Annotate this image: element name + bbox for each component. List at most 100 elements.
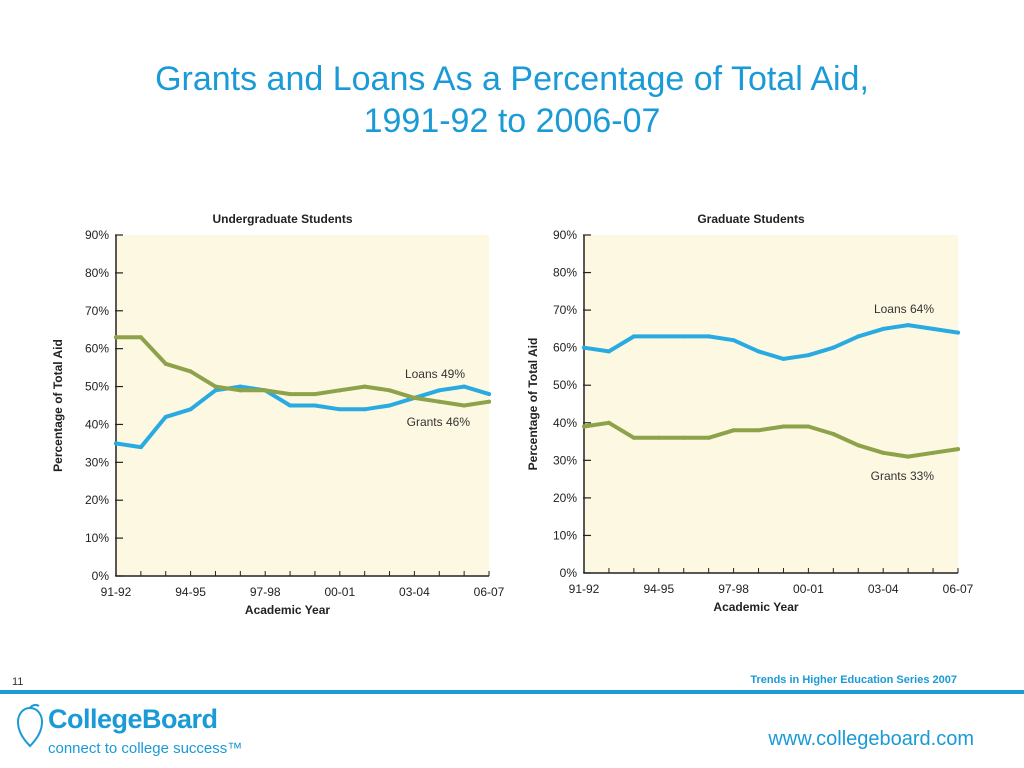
slide-title-line1: Grants and Loans As a Percentage of Tota… — [155, 60, 869, 98]
data-point-grants — [906, 454, 911, 459]
chart-graduate: Graduate Students 0% 10% 20% 30% 40% 50% 60% 70%… — [526, 212, 974, 614]
data-point-loans — [387, 403, 392, 408]
collegeboard-logo[interactable]: CollegeBoard connect to college success™ — [14, 700, 254, 764]
x-tick-label: 06-07 — [474, 585, 505, 599]
data-point-grants — [188, 369, 193, 374]
series-title: Trends in Higher Education Series 2007 — [750, 674, 957, 686]
data-point-grants — [387, 388, 392, 393]
data-point-loans — [238, 384, 243, 389]
series-label-grants: Grants 33% — [871, 469, 935, 483]
logo-name: CollegeBoard — [48, 704, 218, 734]
data-point-loans — [312, 403, 317, 408]
data-point-grants — [312, 392, 317, 397]
data-point-loans — [163, 414, 168, 419]
y-tick-label: 20% — [85, 493, 109, 507]
data-point-loans — [288, 403, 293, 408]
y-tick-label: 0% — [92, 569, 110, 583]
data-point-loans — [856, 334, 861, 339]
y-tick-label: 10% — [85, 531, 109, 545]
data-point-grants — [706, 435, 711, 440]
data-point-grants — [856, 443, 861, 448]
chart-title: Undergraduate Students — [212, 212, 352, 226]
data-point-loans — [631, 334, 636, 339]
data-point-grants — [831, 432, 836, 437]
y-tick-label: 40% — [553, 416, 577, 430]
series-label-grants: Grants 46% — [407, 415, 471, 429]
data-point-loans — [781, 356, 786, 361]
data-point-grants — [956, 447, 960, 452]
x-tick-label: 03-04 — [399, 585, 430, 599]
series-line-loans — [582, 323, 960, 361]
data-point-loans — [138, 445, 143, 450]
logo-tagline: connect to college success™ — [48, 740, 243, 757]
data-point-loans — [881, 326, 886, 331]
y-tick-label: 80% — [553, 266, 577, 280]
data-point-loans — [806, 353, 811, 358]
data-point-grants — [362, 384, 367, 389]
y-tick-label: 90% — [553, 228, 577, 242]
page-number: 11 — [12, 676, 24, 688]
series-line-grants — [114, 335, 491, 408]
data-point-grants — [163, 361, 168, 366]
series-label-loans: Loans 64% — [874, 302, 934, 316]
data-point-grants — [781, 424, 786, 429]
data-point-loans — [606, 349, 611, 354]
data-point-grants — [931, 450, 936, 455]
data-point-grants — [631, 435, 636, 440]
acorn-logo-icon — [16, 704, 44, 748]
y-tick-label: 60% — [553, 341, 577, 355]
data-point-grants — [412, 395, 417, 400]
data-point-loans — [462, 384, 467, 389]
data-point-grants — [681, 435, 686, 440]
data-point-grants — [806, 424, 811, 429]
x-tick-label: 91-92 — [101, 585, 132, 599]
data-point-loans — [213, 388, 218, 393]
x-tick-label: 94-95 — [175, 585, 206, 599]
y-tick-label: 20% — [553, 491, 577, 505]
x-tick-label: 97-98 — [250, 585, 281, 599]
y-tick-label: 10% — [553, 528, 577, 542]
data-point-grants — [138, 335, 143, 340]
x-tick-label: 00-01 — [793, 582, 824, 596]
charts-canvas: Undergraduate Students 0% 10% 20% 30% 40% 50% 6… — [51, 212, 974, 617]
x-tick-label: 00-01 — [324, 585, 355, 599]
data-point-grants — [731, 428, 736, 433]
footer-divider — [0, 690, 1024, 694]
series-line-loans — [114, 384, 491, 450]
x-tick-label: 03-04 — [868, 582, 899, 596]
data-point-grants — [238, 388, 243, 393]
data-point-grants — [881, 450, 886, 455]
data-point-loans — [906, 323, 911, 328]
data-point-loans — [656, 334, 661, 339]
data-point-loans — [188, 407, 193, 412]
y-tick-label: 60% — [85, 342, 109, 356]
x-tick-label: 94-95 — [643, 582, 674, 596]
y-axis-label: Percentage of Total Aid — [526, 338, 540, 471]
y-tick-label: 40% — [85, 417, 109, 431]
y-tick-label: 30% — [553, 453, 577, 467]
data-point-grants — [437, 399, 442, 404]
x-tick-label: 06-07 — [943, 582, 974, 596]
y-tick-label: 80% — [85, 266, 109, 280]
y-tick-label: 50% — [553, 378, 577, 392]
data-point-grants — [756, 428, 761, 433]
data-point-loans — [362, 407, 367, 412]
data-point-loans — [931, 326, 936, 331]
data-point-loans — [756, 349, 761, 354]
slide-title-line2: 1991-92 to 2006-07 — [363, 102, 661, 140]
website-link[interactable]: www.collegeboard.com — [768, 728, 974, 750]
y-tick-label: 90% — [85, 228, 109, 242]
x-tick-label: 97-98 — [718, 582, 749, 596]
chart-undergraduate: Undergraduate Students 0% 10% 20% 30% 40% 50% 6… — [51, 212, 505, 617]
data-point-grants — [606, 420, 611, 425]
data-point-loans — [114, 441, 118, 446]
y-tick-label: 70% — [553, 303, 577, 317]
x-axis-label: Academic Year — [713, 600, 799, 614]
data-point-grants — [462, 403, 467, 408]
chart-title: Graduate Students — [697, 212, 805, 226]
data-point-grants — [263, 388, 268, 393]
data-point-grants — [337, 388, 342, 393]
data-point-grants — [114, 335, 118, 340]
plot-area — [584, 235, 958, 573]
x-axis-label: Academic Year — [245, 603, 331, 617]
